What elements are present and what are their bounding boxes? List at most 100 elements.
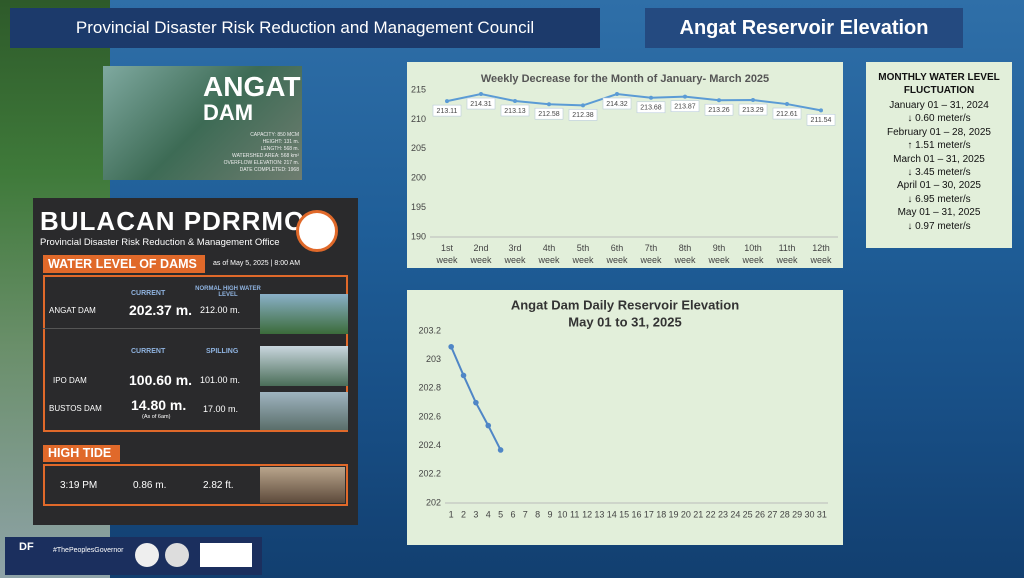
x-tick-label: 14 <box>607 509 617 519</box>
fluct-change: ↑ 1.51 meter/s <box>907 140 971 152</box>
tide-time: 3:19 PM <box>60 480 98 491</box>
data-label: 214.32 <box>606 101 628 108</box>
y-tick-label: 190 <box>411 231 426 241</box>
card-title: ANGAT <box>203 71 301 102</box>
x-tick-label: 29 <box>792 509 802 519</box>
chart: Angat Dam Daily Reservoir Elevation May 0… <box>418 297 828 519</box>
point <box>785 102 789 107</box>
x-tick-label: 2nd week <box>470 243 492 265</box>
photo <box>260 392 348 430</box>
header-left: Provincial Disaster Risk Reduction and M… <box>10 8 600 48</box>
dam-current: 100.60 m. <box>129 372 193 388</box>
x-tick-label: 25 <box>743 509 753 519</box>
x-tick-label: 28 <box>780 509 790 519</box>
label-box <box>772 107 802 120</box>
point <box>497 447 504 453</box>
x-tick-label: 9 <box>548 509 553 519</box>
label-box <box>466 97 496 110</box>
x-tick-label: 17 <box>644 509 654 519</box>
point <box>717 98 721 103</box>
y-tick-label: 215 <box>411 84 426 94</box>
fluct-list: January 01 – 31, 2024 ↓ 0.60 meter/s Febru… <box>866 99 1012 233</box>
chart-title: Weekly Decrease for the Month of January… <box>481 73 769 85</box>
data-label: 212.38 <box>572 112 594 119</box>
x-tick-label: 1st week <box>436 243 458 265</box>
x-tick-label: 23 <box>718 509 728 519</box>
spec: HEIGHT: 131 m. <box>262 139 299 145</box>
brand: BULACAN PDRRMO <box>40 206 306 236</box>
x-tick-label: 16 <box>631 509 641 519</box>
data-label: 212.58 <box>538 111 560 118</box>
x-tick-label: 5th week <box>572 243 594 265</box>
x-tick-label: 7th week <box>640 243 662 265</box>
photo <box>260 467 345 503</box>
x-tick-label: 11th week <box>776 243 798 265</box>
y-tick-label: 200 <box>411 173 426 183</box>
fluct-change: ↓ 0.97 meter/s <box>907 220 971 232</box>
x-tick-label: 4 <box>486 509 491 519</box>
y-tick-label: 195 <box>411 202 426 212</box>
subtitle: Provincial Disaster Risk Reduction & Man… <box>40 237 280 248</box>
data-label: 213.26 <box>708 107 730 114</box>
dam-current: 14.80 m. <box>131 397 187 413</box>
col-header: SPILLING <box>206 348 239 355</box>
dam-reference: 101.00 m. <box>200 375 241 385</box>
seal <box>165 543 189 567</box>
pdrrmo-panel: BULACAN PDRRMO Provincial Disaster Risk … <box>33 198 358 525</box>
footer: DF #ThePeoplesGovernor <box>5 537 262 575</box>
x-tick-label: 1 <box>449 509 454 519</box>
x-tick-label: 6 <box>510 509 515 519</box>
col-header: CURRENT <box>131 348 166 355</box>
x-tick-label: 15 <box>619 509 629 519</box>
point <box>547 102 551 107</box>
dam-reference: 212.00 m. <box>200 305 241 315</box>
x-tick-label: 5 <box>498 509 503 519</box>
point <box>581 103 585 108</box>
badge <box>200 543 252 567</box>
label-box <box>534 107 564 120</box>
fluct-change: ↓ 3.45 meter/s <box>907 167 971 179</box>
x-tick-label: 26 <box>755 509 765 519</box>
fluct-title: MONTHLY WATER LEVEL FLUCTUATION <box>878 72 1000 96</box>
dam-name: ANGAT DAM <box>49 306 96 315</box>
chart-subtitle: May 01 to 31, 2025 <box>568 314 681 329</box>
y-tick-label: 203.2 <box>418 325 441 335</box>
x-tick-label: 19 <box>669 509 679 519</box>
label-box <box>704 103 734 116</box>
angat-card: ANGAT DAM CAPACITY: 850 MCM HEIGHT: 131 m… <box>103 66 302 180</box>
point <box>460 372 467 379</box>
card-title: DAM <box>203 100 254 125</box>
spec: LENGTH: 568 m. <box>260 146 299 152</box>
point <box>615 91 619 96</box>
label-box <box>432 104 462 117</box>
x-tick-label: 4th week <box>538 243 560 265</box>
point <box>819 108 823 113</box>
data-label: 213.11 <box>437 108 458 115</box>
chart-panel: Weekly Decrease for the Month of January… <box>407 62 843 268</box>
x-tick-label: 30 <box>804 509 814 519</box>
series-line <box>446 92 822 112</box>
y-tick-label: 202.8 <box>418 383 441 393</box>
chart: Weekly Decrease for the Month of January… <box>411 73 838 241</box>
chart-panel: Angat Dam Daily Reservoir Elevation May 0… <box>407 290 843 545</box>
label-box <box>500 104 530 117</box>
label-box <box>738 103 768 116</box>
data-label: 213.13 <box>504 108 526 115</box>
x-tick-label: 18 <box>656 509 666 519</box>
label-box <box>602 97 632 110</box>
x-tick-label: 12 <box>582 509 592 519</box>
fluct-change: ↓ 6.95 meter/s <box>907 193 971 205</box>
x-tick-label: 3rd week <box>504 243 526 265</box>
x-tick-label: 13 <box>594 509 604 519</box>
x-tick-label: 21 <box>693 509 703 519</box>
point <box>473 399 479 406</box>
data-label: 214.31 <box>470 101 492 108</box>
x-tick-label: 10 <box>557 509 567 519</box>
x-tick-label: 6th week <box>606 243 628 265</box>
point <box>751 98 755 103</box>
dam-note: (As of 6am) <box>142 414 171 420</box>
label-box <box>806 114 836 126</box>
x-tick-label: 24 <box>730 509 740 519</box>
header-right: Angat Reservoir Elevation <box>645 8 963 48</box>
